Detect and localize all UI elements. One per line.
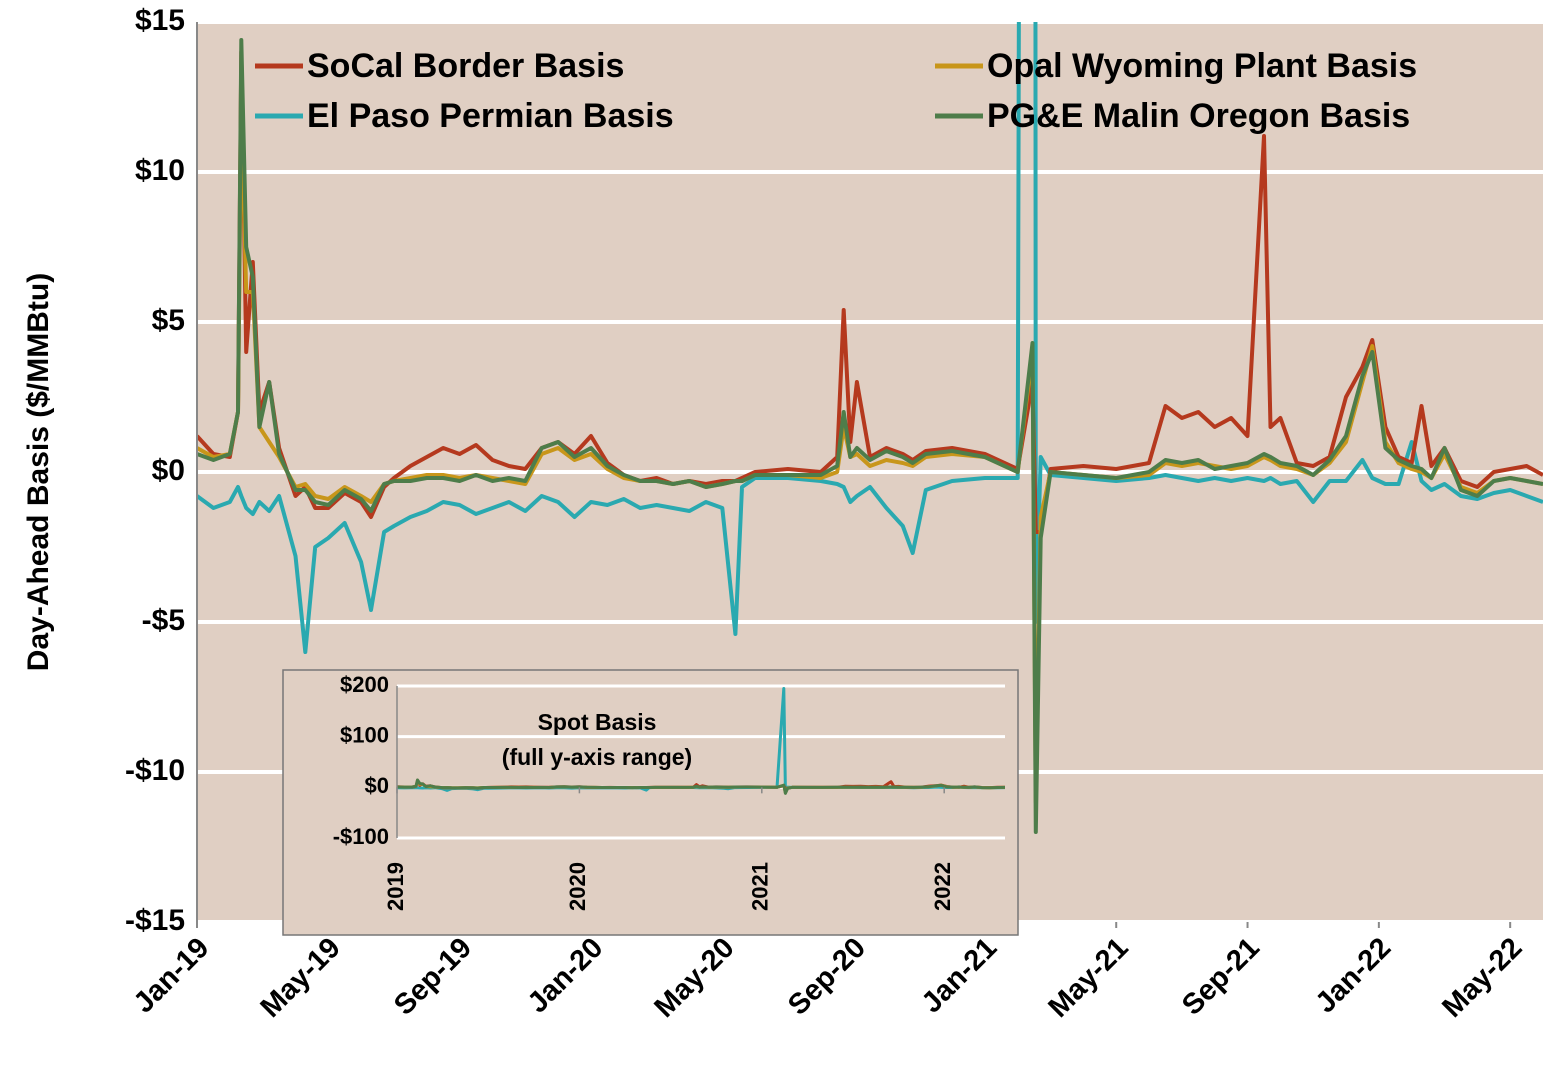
y-tick-label: -$15 [125, 904, 185, 937]
y-tick-label: $10 [135, 154, 185, 187]
y-axis-label: Day-Ahead Basis ($/MMBtu) [22, 273, 55, 671]
legend-label: Opal Wyoming Plant Basis [987, 47, 1417, 85]
inset-x-tick-label: 2019 [383, 862, 408, 911]
inset-x-tick-label: 2021 [748, 862, 773, 911]
x-tick-label: May-20 [648, 932, 740, 1024]
y-tick-label: -$10 [125, 754, 185, 787]
y-tick-label: $0 [152, 454, 185, 487]
inset-x-tick-label: 2022 [930, 862, 955, 911]
inset-series-line [397, 778, 1005, 795]
x-tick-label: Sep-19 [388, 932, 478, 1022]
inset-y-tick-label: $100 [340, 722, 389, 747]
inset-title: Spot Basis [538, 709, 657, 735]
x-tick-label: Jan-22 [1310, 932, 1398, 1020]
legend-label: SoCal Border Basis [307, 47, 624, 85]
x-tick-label: May-19 [255, 932, 347, 1024]
series-line [197, 22, 1543, 654]
x-tick-label: Sep-20 [782, 932, 872, 1022]
y-tick-label: -$5 [142, 604, 185, 637]
x-tick-label: Jan-21 [916, 932, 1004, 1020]
x-tick-label: Jan-19 [128, 932, 216, 1020]
x-tick-label: May-22 [1436, 932, 1528, 1024]
legend-label: PG&E Malin Oregon Basis [987, 97, 1410, 135]
inset-subtitle: (full y-axis range) [502, 744, 692, 770]
inset-x-tick-label: 2020 [565, 862, 590, 911]
inset-y-tick-label: $200 [340, 672, 389, 697]
x-tick-label: Sep-21 [1176, 932, 1266, 1022]
x-tick-label: Jan-20 [522, 932, 610, 1020]
y-tick-label: $15 [135, 4, 185, 37]
inset-y-tick-label: $0 [365, 773, 389, 798]
inset-y-tick-label: -$100 [333, 824, 389, 849]
y-tick-label: $5 [152, 304, 185, 337]
legend-label: El Paso Permian Basis [307, 97, 674, 135]
x-tick-label: May-21 [1042, 932, 1134, 1024]
series-line [197, 38, 1543, 834]
inset-frame [282, 669, 1019, 936]
series-line [197, 50, 1543, 534]
